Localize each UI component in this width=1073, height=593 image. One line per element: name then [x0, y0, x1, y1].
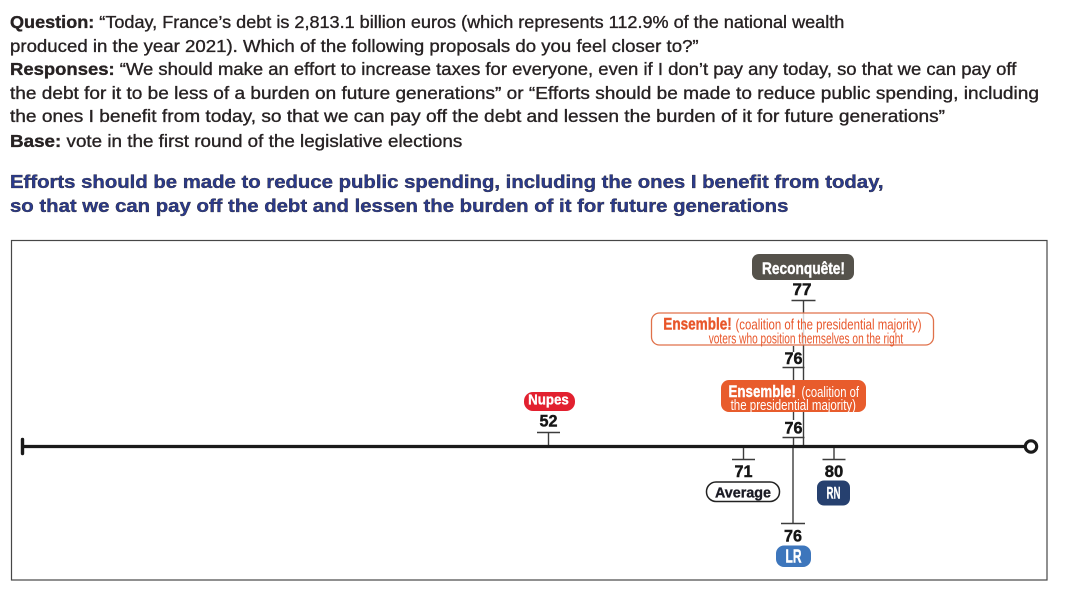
- svg-text:Nupes: Nupes: [528, 393, 569, 409]
- svg-text:71: 71: [735, 462, 753, 481]
- svg-text:76: 76: [784, 527, 802, 546]
- svg-text:76: 76: [785, 349, 803, 368]
- svg-text:(coalition of: (coalition of: [802, 385, 860, 401]
- svg-text:LR: LR: [786, 547, 802, 567]
- svg-text:the presidential majority): the presidential majority): [731, 398, 856, 414]
- svg-text:77: 77: [793, 280, 812, 299]
- svg-text:52: 52: [540, 412, 558, 431]
- svg-text:76: 76: [785, 419, 803, 438]
- svg-text:80: 80: [825, 462, 844, 481]
- svg-text:Ensemble!: Ensemble!: [729, 382, 796, 401]
- svg-text:Reconquête!: Reconquête!: [762, 260, 845, 278]
- svg-text:(coalition of the presidential: (coalition of the presidential majority): [736, 317, 922, 333]
- svg-text:RN: RN: [827, 483, 841, 502]
- svg-text:voters who position themselves: voters who position themselves on the ri…: [709, 331, 904, 347]
- svg-text:Average: Average: [715, 485, 771, 502]
- svg-text:Ensemble!: Ensemble!: [663, 314, 732, 333]
